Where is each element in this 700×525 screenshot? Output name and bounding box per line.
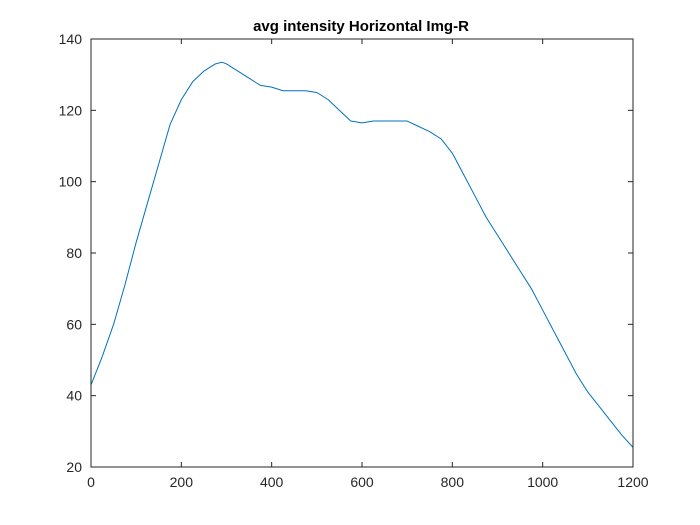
y-tick-label: 20 [66, 459, 82, 475]
x-tick-label: 600 [350, 474, 374, 490]
y-tick-label: 80 [66, 245, 82, 261]
plot-area [90, 39, 634, 467]
series-line-0 [90, 61, 634, 448]
tick-labels: 0 200 400 600 800 1000 1200 20 40 60 80 100 120 140 [59, 31, 649, 490]
x-tick-label: 400 [260, 474, 284, 490]
y-tick-label: 40 [66, 388, 82, 404]
x-tick-label: 0 [87, 474, 95, 490]
x-tick-label: 1200 [617, 474, 648, 490]
y-tick-label: 120 [59, 102, 83, 118]
chart-title: avg intensity Horizontal Img-R [253, 18, 469, 35]
y-tick-label: 140 [59, 31, 83, 47]
x-tick-label: 200 [170, 474, 194, 490]
x-tick-label: 1000 [527, 474, 558, 490]
plot-background [91, 39, 633, 467]
y-tick-label: 60 [66, 316, 82, 332]
x-tick-label: 800 [441, 474, 465, 490]
y-tick-label: 100 [59, 174, 83, 190]
tick-marks [90, 38, 634, 468]
